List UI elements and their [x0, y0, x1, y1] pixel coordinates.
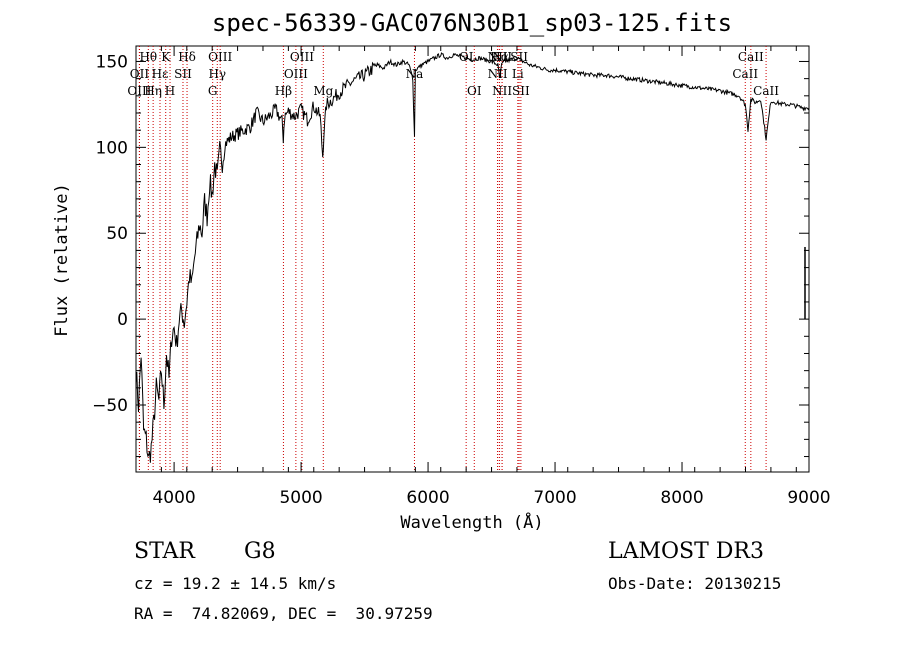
- spectral-line-label: OI: [467, 84, 482, 98]
- y-tick-label: 0: [117, 310, 128, 330]
- spectral-line-label: OIII: [290, 50, 314, 64]
- spectral-line-label: SII: [510, 50, 528, 64]
- x-axis: 4000 5000 6000 7000 8000 9000: [135, 46, 831, 508]
- spectrum-series: [135, 52, 810, 463]
- y-tick-label: 150: [96, 52, 128, 72]
- spectral-line-label: Hθ: [139, 50, 157, 64]
- y-tick-label: 50: [106, 224, 128, 244]
- coordinates: RA = 74.82069, DEC = 30.97259: [134, 604, 433, 623]
- y-tick-label: −50: [92, 396, 128, 416]
- y-tick-label: 100: [96, 138, 128, 158]
- spectral-line-label: H: [165, 84, 175, 98]
- spectrum-line: [135, 52, 810, 463]
- spectral-line-label: Hε: [152, 67, 169, 81]
- spectral-line-label: NII: [492, 84, 512, 98]
- x-tick-label: 7000: [533, 488, 576, 508]
- spectral-line-label: Hγ: [208, 67, 226, 81]
- x-tick-label: 9000: [787, 488, 830, 508]
- spectral-line-label: Hβ: [275, 84, 292, 98]
- x-tick-label: 6000: [406, 488, 449, 508]
- survey-name: LAMOST DR3: [608, 539, 764, 564]
- spectral-line-label: OIII: [208, 50, 232, 64]
- spectral-line-label: Hη: [144, 84, 162, 98]
- x-axis-label: Wavelength (Å): [400, 511, 543, 533]
- redshift-velocity: cz = 19.2 ± 14.5 km/s: [134, 574, 337, 593]
- spectral-line-label: K: [161, 50, 171, 64]
- object-class: STAR: [134, 539, 195, 564]
- spectral-line-label: Mg: [313, 84, 333, 98]
- y-axis: −50 0 50 100 150: [92, 52, 809, 458]
- spectral-line-label: OII: [130, 67, 150, 81]
- object-subclass: G8: [244, 539, 276, 564]
- spectral-line-label: OIII: [284, 67, 308, 81]
- spectral-line-label: SII: [174, 67, 192, 81]
- observation-date: Obs-Date: 20130215: [608, 574, 782, 593]
- spectral-line-label: SII: [512, 84, 530, 98]
- spectral-line-markers: [138, 46, 767, 472]
- y-axis-label: Flux (relative): [52, 183, 72, 337]
- plot-frame: [135, 45, 810, 473]
- chart-title: spec-56339-GAC076N30B1_sp03-125.fits: [212, 9, 732, 37]
- spectral-line-label: Na: [406, 67, 424, 81]
- x-tick-label: 5000: [279, 488, 322, 508]
- spectral-line-label: G: [208, 84, 218, 98]
- spectral-line-label: Li: [512, 67, 524, 81]
- spectral-line-label: CaII: [753, 84, 779, 98]
- spectral-line-label: CaII: [738, 50, 764, 64]
- spectral-line-label: OIII: [127, 84, 151, 98]
- spectral-line-label: Hδ: [178, 50, 196, 64]
- spectral-line-label: CaII: [732, 67, 758, 81]
- x-tick-label: 4000: [152, 488, 195, 508]
- x-tick-label: 8000: [660, 488, 703, 508]
- spectral-line-label: NII: [488, 67, 508, 81]
